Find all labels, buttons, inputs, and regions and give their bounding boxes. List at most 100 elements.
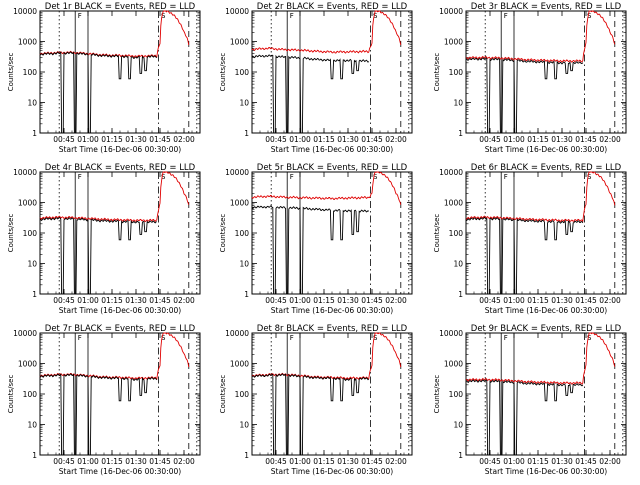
x-tick-label: 01:30 (125, 296, 147, 305)
y-tick-label: 1000 (18, 199, 37, 208)
y-tick-label: 1000 (230, 199, 249, 208)
marker-label: S (161, 173, 166, 181)
x-tick-label: 02:00 (385, 457, 407, 466)
y-tick-label: 10 (239, 99, 249, 108)
x-tick-label: 00:45 (479, 135, 501, 144)
x-tick-label: 01:00 (503, 457, 525, 466)
marker-label: S (161, 12, 166, 20)
y-tick-label: 1 (244, 451, 249, 460)
y-tick-label: 100 (23, 390, 38, 399)
x-axis-label: Start Time (16-Dec-06 00:30:00) (271, 306, 393, 315)
y-tick-label: 1000 (230, 38, 249, 47)
marker-label: S (587, 173, 592, 181)
chart-title: Det 6r BLACK = Events, RED = LLD (471, 163, 622, 173)
y-tick-label: 1 (32, 290, 37, 299)
x-tick-label: 00:45 (479, 457, 501, 466)
x-tick-label: 02:00 (599, 457, 621, 466)
y-tick-label: 1 (32, 129, 37, 138)
y-tick-label: 10 (239, 260, 249, 269)
x-tick-label: 01:30 (337, 296, 359, 305)
y-tick-label: 100 (449, 68, 464, 77)
y-tick-label: 10000 (13, 7, 37, 16)
y-tick-label: 1 (244, 129, 249, 138)
marker-label: S (587, 334, 592, 342)
x-tick-label: 00:45 (265, 135, 287, 144)
x-tick-label: 01:00 (289, 457, 311, 466)
x-tick-label: 01:45 (575, 296, 597, 305)
x-tick-label: 01:15 (101, 296, 123, 305)
chart-title: Det 1r BLACK = Events, RED = LLD (45, 2, 196, 12)
y-tick-label: 100 (23, 229, 38, 238)
x-tick-label: 00:45 (265, 457, 287, 466)
y-axis-label: Counts/sec (219, 375, 227, 414)
events-rate-line (39, 51, 158, 134)
events-rate-line (251, 54, 370, 134)
y-axis-label: Counts/sec (433, 53, 441, 92)
lld-rate-line (251, 10, 402, 54)
x-tick-label: 00:45 (53, 135, 75, 144)
y-tick-label: 10000 (225, 168, 249, 177)
y-tick-label: 10000 (225, 329, 249, 338)
y-tick-label: 10000 (439, 7, 463, 16)
chart-title: Det 8r BLACK = Events, RED = LLD (257, 324, 408, 334)
x-tick-label: 02:00 (599, 135, 621, 144)
x-tick-label: 01:30 (337, 457, 359, 466)
x-tick-label: 01:45 (361, 457, 383, 466)
chart-panel: Det 3r BLACK = Events, RED = LLD 1 10 100 10… (433, 2, 627, 154)
x-axis-label: Start Time (16-Dec-06 00:30:00) (59, 467, 181, 476)
chart-panel: Det 7r BLACK = Events, RED = LLD 1 10 100 10… (7, 324, 201, 476)
marker-label: F (290, 12, 294, 20)
marker-label: F (290, 334, 294, 342)
lld-rate-line (465, 332, 616, 385)
events-rate-line (39, 373, 158, 456)
y-axis-label: Counts/sec (433, 375, 441, 414)
y-tick-label: 10000 (439, 168, 463, 177)
y-tick-label: 1000 (18, 360, 37, 369)
x-tick-label: 01:15 (313, 296, 335, 305)
y-tick-label: 10 (453, 260, 463, 269)
y-tick-label: 100 (449, 390, 464, 399)
y-tick-label: 10 (239, 421, 249, 430)
x-tick-label: 02:00 (385, 296, 407, 305)
chart-title: Det 3r BLACK = Events, RED = LLD (471, 2, 622, 12)
y-tick-label: 100 (23, 68, 38, 77)
x-tick-label: 01:45 (149, 296, 171, 305)
x-tick-label: 02:00 (385, 135, 407, 144)
marker-label: S (373, 12, 378, 20)
x-tick-label: 00:45 (479, 296, 501, 305)
x-axis-label: Start Time (16-Dec-06 00:30:00) (485, 467, 607, 476)
marker-label: F (504, 334, 508, 342)
y-axis-label: Counts/sec (219, 214, 227, 253)
x-tick-label: 01:45 (149, 135, 171, 144)
y-tick-label: 1000 (444, 38, 463, 47)
y-tick-label: 1000 (444, 360, 463, 369)
y-axis-label: Counts/sec (433, 214, 441, 253)
y-tick-label: 100 (235, 390, 250, 399)
y-tick-label: 100 (235, 229, 250, 238)
y-tick-label: 10000 (13, 329, 37, 338)
x-axis-label: Start Time (16-Dec-06 00:30:00) (485, 306, 607, 315)
y-axis-label: Counts/sec (7, 214, 15, 253)
y-tick-label: 10 (27, 260, 37, 269)
marker-label: S (587, 12, 592, 20)
y-tick-label: 1000 (444, 199, 463, 208)
y-tick-label: 10 (453, 421, 463, 430)
x-tick-label: 01:30 (125, 135, 147, 144)
x-tick-label: 02:00 (173, 135, 195, 144)
chart-title: Det 2r BLACK = Events, RED = LLD (257, 2, 408, 12)
events-rate-line (251, 205, 370, 295)
y-tick-label: 1 (244, 290, 249, 299)
x-tick-label: 01:15 (101, 457, 123, 466)
marker-label: F (78, 12, 82, 20)
chart-panel: Det 1r BLACK = Events, RED = LLD 1 10 100 10… (7, 2, 201, 154)
y-tick-label: 1 (458, 451, 463, 460)
x-tick-label: 01:45 (575, 135, 597, 144)
x-tick-label: 01:15 (101, 135, 123, 144)
lld-rate-line (251, 171, 402, 205)
marker-label: F (504, 173, 508, 181)
x-tick-label: 01:00 (77, 296, 99, 305)
y-tick-label: 1000 (18, 38, 37, 47)
y-tick-label: 100 (449, 229, 464, 238)
marker-label: S (161, 334, 166, 342)
